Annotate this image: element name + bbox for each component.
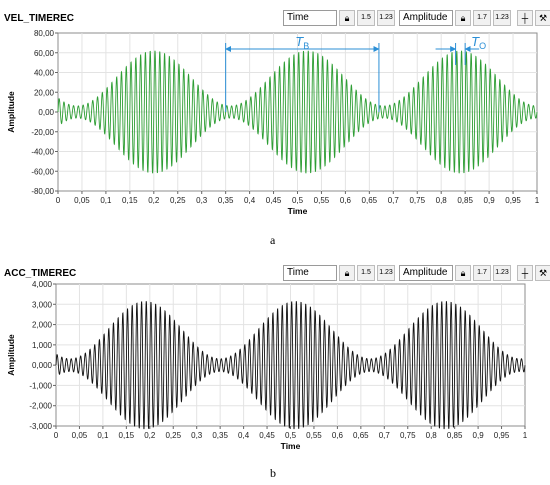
figure-caption-b: b <box>270 466 276 480</box>
x-tick-label: 0,2 <box>148 196 160 205</box>
y-tick-label: 2,000 <box>32 321 53 330</box>
x-tick-label: 0,05 <box>72 431 88 440</box>
lock-icon[interactable]: 🔒︎ <box>339 265 355 281</box>
x-tick-label: 0,45 <box>259 431 275 440</box>
x-tick-label: 0,2 <box>144 431 156 440</box>
y-tick-label: 20,00 <box>34 88 55 97</box>
y-scale-name-field[interactable]: Amplitude <box>399 10 453 26</box>
x-axis-label: Time <box>288 206 308 216</box>
figure-caption-a: a <box>270 233 276 247</box>
y-tick-label: 4,000 <box>32 280 53 289</box>
x-scale-name-field[interactable]: Time <box>283 10 337 26</box>
y-tick-label: -20,00 <box>31 128 54 137</box>
x-tick-label: 1 <box>535 196 540 205</box>
x-tick-label: 0,65 <box>353 431 369 440</box>
zoom-tool-icon[interactable]: ⚒ <box>535 10 550 26</box>
x-tick-label: 0,75 <box>409 196 425 205</box>
x-scale-name-field[interactable]: Time <box>283 265 337 281</box>
y-axis-label: Amplitude <box>6 334 16 376</box>
y-tick-label: -60,00 <box>31 167 54 176</box>
y-autoscale-button[interactable]: 1.7 <box>473 265 491 281</box>
lock-icon[interactable]: 🔒︎ <box>339 10 355 26</box>
x-tick-label: 0,4 <box>238 431 250 440</box>
x-tick-label: 0,35 <box>218 196 234 205</box>
x-tick-label: 0,6 <box>332 431 344 440</box>
x-tick-label: 0,7 <box>379 431 391 440</box>
x-tick-label: 0,45 <box>266 196 282 205</box>
x-tick-label: 0,85 <box>457 196 473 205</box>
chart-panel-vel: VEL_TIMEREC Time 🔒︎ 1.5 1.23 Amplitude 🔒… <box>0 0 550 222</box>
x-tick-label: 0,9 <box>484 196 496 205</box>
graph-toolbar: Time 🔒︎ 1.5 1.23 Amplitude 🔒︎ 1.7 1.23 ┼… <box>283 265 550 281</box>
waveform-line <box>57 50 538 174</box>
x-tick-label: 0,95 <box>505 196 521 205</box>
acc-waveform-chart: 0 0,05 0,1 0,15 0,2 0,25 0,3 0,35 0,4 0,45 0,5 0,55… <box>6 280 528 451</box>
x-tick-label: 0,7 <box>388 196 400 205</box>
x-tick-label: 0 <box>56 196 61 205</box>
lock-icon[interactable]: 🔒︎ <box>455 265 471 281</box>
waveform-line <box>55 301 526 430</box>
zoom-tool-icon[interactable]: ⚒ <box>535 265 550 281</box>
y-tick-label: 80,00 <box>34 29 55 38</box>
y-axis-label: Amplitude <box>6 91 16 133</box>
y-tick-label: 0,00 <box>38 108 54 117</box>
y-tick-label: 1,000 <box>32 341 53 350</box>
y-tick-label: 60,00 <box>34 49 55 58</box>
y-tick-label: 3,000 <box>32 300 53 309</box>
x-tick-label: 0,75 <box>400 431 416 440</box>
x-tick-label: 0,3 <box>196 196 208 205</box>
x-tick-label: 0,4 <box>244 196 256 205</box>
x-tick-label: 0,95 <box>494 431 510 440</box>
y-scale-name-field[interactable]: Amplitude <box>399 265 453 281</box>
x-tick-label: 0,85 <box>447 431 463 440</box>
x-autoscale-button[interactable]: 1.5 <box>357 10 375 26</box>
y-tick-label: -3,000 <box>29 422 52 431</box>
vel-waveform-chart: 0 0,05 0,1 0,15 0,2 0,25 0,3 0,35 0,4 0,45 0,5 0,55… <box>6 29 540 216</box>
x-tick-label: 0,35 <box>212 431 228 440</box>
crosshair-icon[interactable]: ┼ <box>517 265 533 281</box>
beat-period-subscript: B <box>303 41 309 51</box>
x-axis-label: Time <box>281 441 301 451</box>
x-tick-label: 0,15 <box>122 196 138 205</box>
x-tick-label: 0,8 <box>426 431 438 440</box>
crosshair-icon[interactable]: ┼ <box>517 10 533 26</box>
x-tick-label: 0,5 <box>292 196 304 205</box>
x-tick-label: 0,6 <box>340 196 352 205</box>
y-tick-label: -2,000 <box>29 402 52 411</box>
y-tick-label: -80,00 <box>31 187 54 196</box>
y-format-button[interactable]: 1.23 <box>493 10 511 26</box>
y-format-button[interactable]: 1.23 <box>493 265 511 281</box>
chart-title: ACC_TIMEREC <box>4 268 77 279</box>
x-tick-label: 0,25 <box>170 196 186 205</box>
x-tick-label: 0,55 <box>314 196 330 205</box>
x-tick-label: 0,15 <box>119 431 135 440</box>
x-tick-label: 0,8 <box>436 196 448 205</box>
y-autoscale-button[interactable]: 1.7 <box>473 10 491 26</box>
chart-title: VEL_TIMEREC <box>4 13 75 24</box>
x-format-button[interactable]: 1.23 <box>377 10 395 26</box>
x-tick-label: 0,05 <box>74 196 90 205</box>
graph-toolbar: Time 🔒︎ 1.5 1.23 Amplitude 🔒︎ 1.7 1.23 ┼… <box>283 10 550 26</box>
x-autoscale-button[interactable]: 1.5 <box>357 265 375 281</box>
y-tick-label: 0,000 <box>32 361 53 370</box>
x-format-button[interactable]: 1.23 <box>377 265 395 281</box>
y-tick-label: -40,00 <box>31 148 54 157</box>
y-tick-label: 40,00 <box>34 69 55 78</box>
x-tick-label: 0,1 <box>97 431 109 440</box>
x-tick-label: 0,9 <box>473 431 485 440</box>
x-tick-label: 1 <box>523 431 528 440</box>
x-tick-label: 0,65 <box>362 196 378 205</box>
x-tick-label: 0,1 <box>100 196 112 205</box>
x-tick-label: 0 <box>54 431 59 440</box>
x-tick-label: 0,55 <box>306 431 322 440</box>
y-tick-label: -1,000 <box>29 381 52 390</box>
x-tick-label: 0,25 <box>165 431 181 440</box>
chart-panel-acc: ACC_TIMEREC Time 🔒︎ 1.5 1.23 Amplitude 🔒… <box>0 258 550 458</box>
carrier-period-subscript: O <box>479 41 486 51</box>
lock-icon[interactable]: 🔒︎ <box>455 10 471 26</box>
x-tick-label: 0,5 <box>285 431 297 440</box>
x-tick-label: 0,3 <box>191 431 203 440</box>
